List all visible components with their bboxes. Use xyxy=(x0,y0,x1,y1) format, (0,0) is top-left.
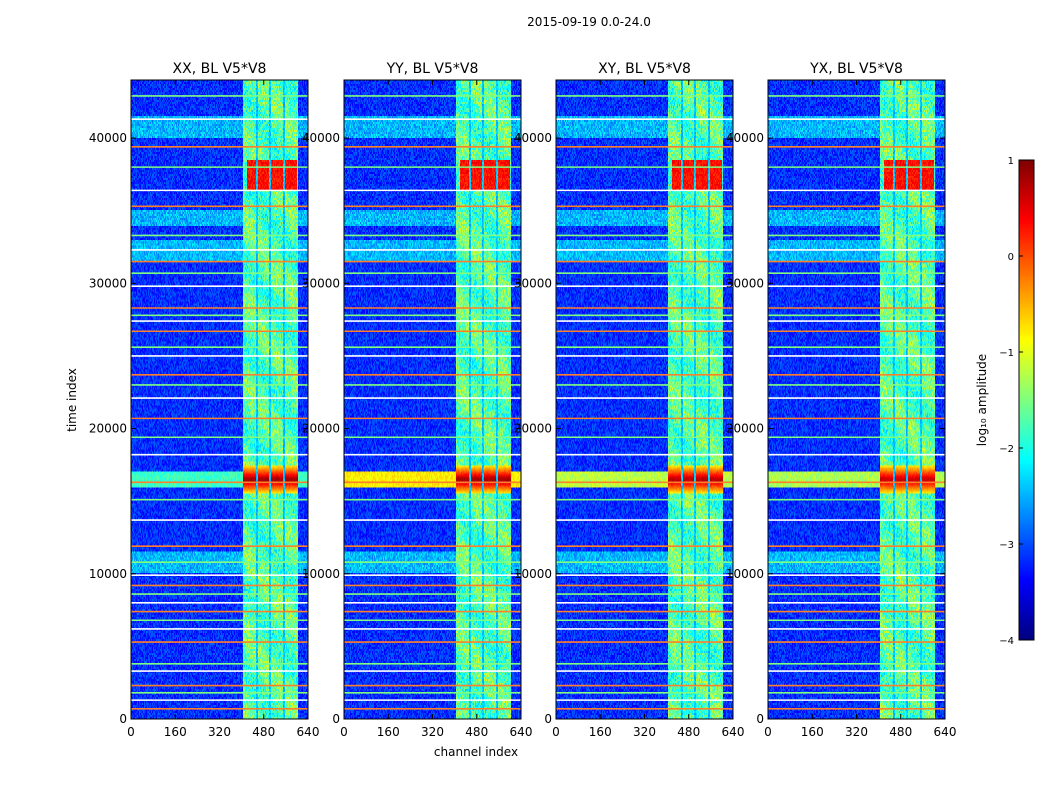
x-axis-label: channel index xyxy=(434,745,518,759)
heatmap-panel-yx: YX, BL V5*V8 0 160 320 480 640 0 10000 20000 3000… xyxy=(726,61,957,739)
y-tick-label: 20000 xyxy=(726,422,764,436)
y-tick-label: 20000 xyxy=(514,422,552,436)
x-tick-label: 160 xyxy=(589,725,612,739)
x-tick-label: 0 xyxy=(340,725,348,739)
panel-title: YY, BL V5*V8 xyxy=(386,61,479,77)
colorbar-frame xyxy=(1018,159,1035,641)
y-tick-label: 40000 xyxy=(726,131,764,145)
y-tick-label: 10000 xyxy=(89,567,127,581)
y-tick-label: 40000 xyxy=(514,131,552,145)
x-tick-label: 160 xyxy=(164,725,187,739)
y-tick-label: 10000 xyxy=(302,567,340,581)
panel-title: XX, BL V5*V8 xyxy=(173,61,267,77)
y-tick-label: 20000 xyxy=(302,422,340,436)
colorbar-tick-label: 1 xyxy=(1008,156,1014,167)
heatmap-panel-xy: XY, BL V5*V8 0 160 320 480 640 0 10000 20000 3000… xyxy=(514,61,745,739)
x-tick-label: 0 xyxy=(764,725,772,739)
colorbar-tick-label: −4 xyxy=(999,636,1014,647)
heatmap-panels: XX, BL V5*V8 0 160 320 480 640 0 10000 20000 3000… xyxy=(89,61,957,739)
x-tick-label: 640 xyxy=(722,725,745,739)
x-tick-label: 640 xyxy=(934,725,957,739)
x-tick-label: 0 xyxy=(552,725,560,739)
heatmap-panel-xx: XX, BL V5*V8 0 160 320 480 640 0 10000 20000 3000… xyxy=(89,61,320,739)
y-tick-label: 30000 xyxy=(726,276,764,290)
y-tick-label: 10000 xyxy=(726,567,764,581)
y-tick-label: 40000 xyxy=(89,131,127,145)
x-tick-label: 480 xyxy=(252,725,275,739)
y-tick-label: 0 xyxy=(332,712,340,726)
heatmap-image xyxy=(768,80,945,719)
x-tick-label: 480 xyxy=(677,725,700,739)
y-tick-label: 30000 xyxy=(302,276,340,290)
y-tick-label: 20000 xyxy=(89,422,127,436)
x-tick-label: 0 xyxy=(127,725,135,739)
colorbar: −4 −3 −2 −1 0 1 log₁₀ amplitude xyxy=(975,156,1035,647)
heatmap-image xyxy=(556,80,733,719)
panel-title: XY, BL V5*V8 xyxy=(598,61,691,77)
y-tick-label: 0 xyxy=(544,712,552,726)
x-tick-label: 640 xyxy=(297,725,320,739)
y-tick-label: 30000 xyxy=(89,276,127,290)
x-tick-label: 320 xyxy=(208,725,231,739)
heatmap-image xyxy=(344,80,521,719)
y-axis-label: time index xyxy=(65,368,79,432)
y-tick-label: 0 xyxy=(119,712,127,726)
x-tick-label: 320 xyxy=(845,725,868,739)
x-tick-label: 640 xyxy=(510,725,533,739)
x-tick-label: 320 xyxy=(421,725,444,739)
x-tick-label: 160 xyxy=(801,725,824,739)
x-tick-label: 480 xyxy=(889,725,912,739)
y-tick-label: 30000 xyxy=(514,276,552,290)
heatmap-image xyxy=(131,80,308,719)
panel-title: YX, BL V5*V8 xyxy=(809,61,903,77)
colorbar-tick-label: 0 xyxy=(1008,252,1014,263)
y-tick-label: 40000 xyxy=(302,131,340,145)
colorbar-tick-label: −2 xyxy=(999,444,1014,455)
x-tick-label: 320 xyxy=(633,725,656,739)
y-tick-label: 0 xyxy=(756,712,764,726)
colorbar-tick-label: −1 xyxy=(999,348,1014,359)
colorbar-gradient xyxy=(1019,160,1034,640)
x-tick-label: 160 xyxy=(377,725,400,739)
y-tick-label: 10000 xyxy=(514,567,552,581)
colorbar-tick-label: −3 xyxy=(999,540,1014,551)
heatmap-panel-yy: YY, BL V5*V8 0 160 320 480 640 0 10000 20000 3000… xyxy=(302,61,533,739)
colorbar-label: log₁₀ amplitude xyxy=(975,354,989,446)
x-tick-label: 480 xyxy=(465,725,488,739)
figure-suptitle: 2015-09-19 0.0-24.0 xyxy=(527,15,651,29)
